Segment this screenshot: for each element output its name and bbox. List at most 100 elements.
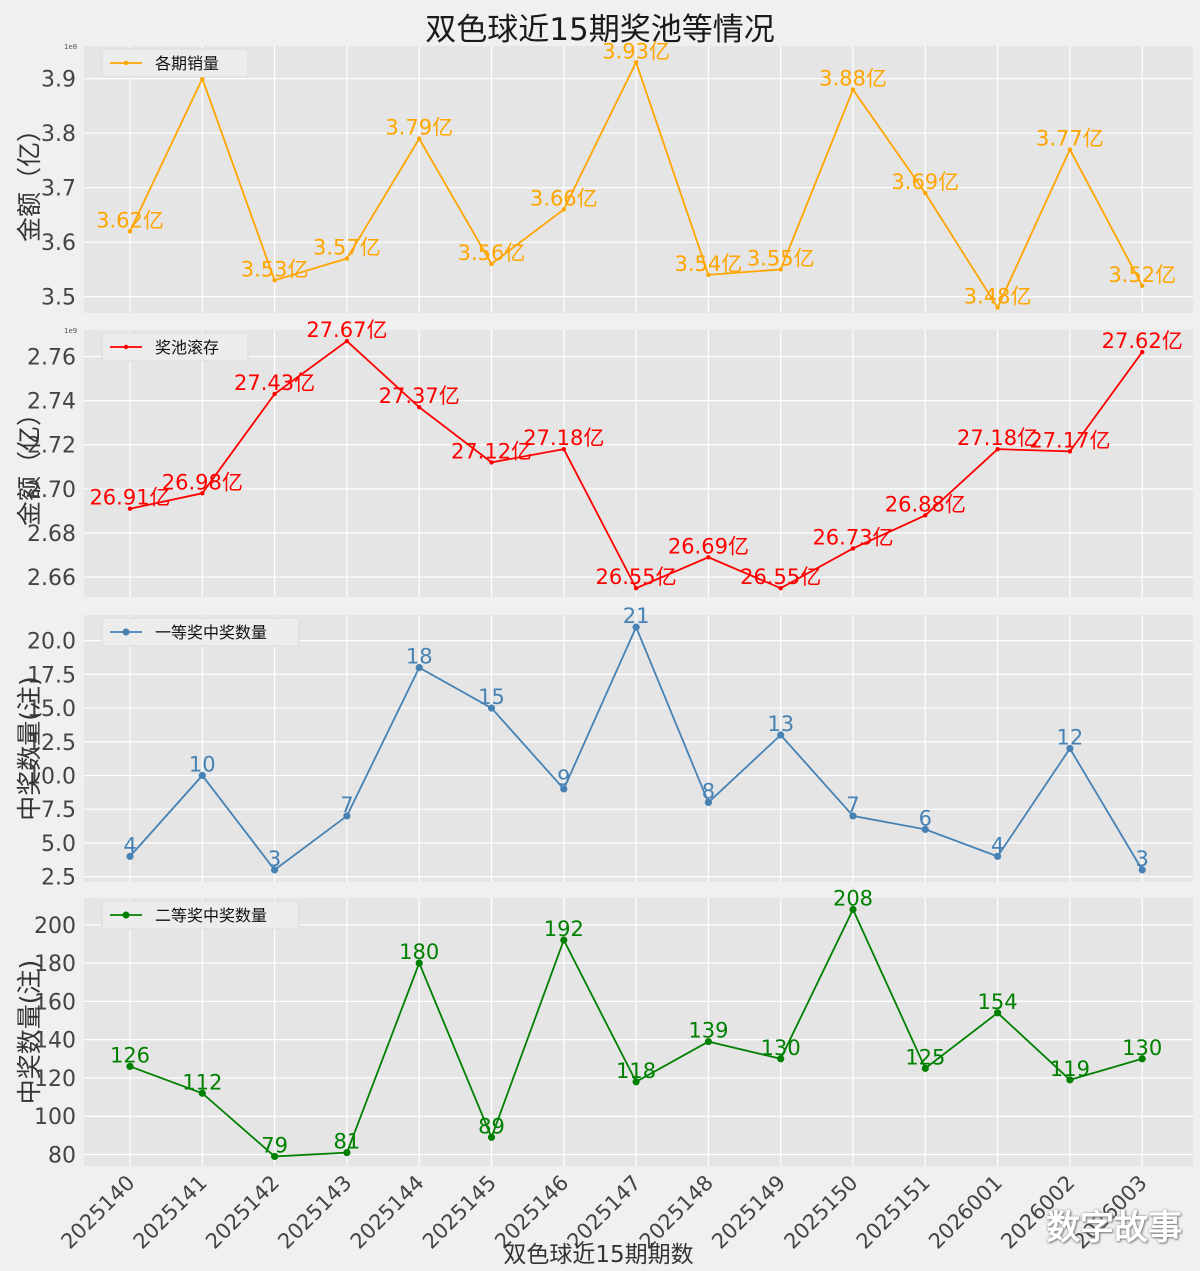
- data-point: [850, 546, 856, 551]
- legend-marker: [122, 911, 130, 919]
- y-tick-label: 2.72: [27, 434, 76, 459]
- data-label: 26.55亿: [596, 565, 677, 589]
- x-tick-label: 2025145: [418, 1171, 501, 1254]
- data-label: 125: [905, 1045, 945, 1069]
- data-label: 130: [761, 1036, 801, 1060]
- legend-marker: [122, 628, 130, 636]
- y-tick-label: 2.76: [27, 345, 76, 370]
- chart-title: 双色球近15期奖池等情况: [425, 12, 775, 48]
- data-label: 3.93亿: [602, 39, 670, 63]
- data-point: [198, 1089, 206, 1097]
- plot-area: [84, 615, 1193, 882]
- data-point: [126, 1062, 134, 1071]
- data-point: [1067, 449, 1073, 454]
- y-tick-label: 17.5: [27, 663, 76, 688]
- legend-label: 奖池滚存: [155, 338, 219, 357]
- data-point: [706, 272, 711, 278]
- y-tick-label: 120: [34, 1067, 76, 1092]
- data-label: 21: [623, 604, 650, 628]
- y-tick-label: 140: [34, 1029, 76, 1054]
- data-label: 139: [688, 1019, 728, 1043]
- data-label: 27.43亿: [234, 371, 315, 395]
- data-point: [921, 1064, 929, 1072]
- data-point: [417, 136, 422, 141]
- data-label: 8: [702, 779, 715, 803]
- data-label: 26.88亿: [885, 492, 966, 516]
- data-point: [849, 812, 857, 820]
- legend-box: [101, 332, 249, 362]
- plot-area: [84, 46, 1193, 313]
- data-label: 208: [833, 886, 873, 910]
- x-tick-label: 2025144: [346, 1171, 429, 1254]
- panel-3: 2.5 5.0 7.5 10.0 12.5 15.0 17.5 20.0 中奖数量(注) 4 10 3…: [15, 604, 1193, 891]
- data-point: [633, 585, 639, 591]
- data-label: 3.62亿: [96, 208, 164, 232]
- data-label: 3.66亿: [530, 186, 598, 210]
- data-label: 26.69亿: [668, 534, 749, 558]
- y-tick-label: 20.0: [27, 630, 76, 655]
- data-label: 3.77亿: [1036, 127, 1104, 151]
- data-label: 126: [110, 1043, 150, 1067]
- y-tick-label: 2.74: [27, 390, 76, 415]
- data-point: [344, 338, 350, 344]
- data-point: [995, 446, 1000, 452]
- data-label: 13: [767, 712, 794, 736]
- data-point: [343, 1149, 351, 1157]
- data-point: [923, 190, 928, 196]
- data-point: [487, 1133, 496, 1141]
- data-point: [777, 1055, 785, 1063]
- data-point: [1066, 744, 1074, 753]
- x-tick-label: 2025149: [707, 1171, 790, 1254]
- data-point: [923, 513, 928, 518]
- data-point: [994, 1009, 1002, 1017]
- data-point: [1138, 1055, 1146, 1063]
- x-tick-label: 2026001: [924, 1171, 1007, 1254]
- legend-box: [101, 900, 300, 930]
- data-label: 27.12亿: [451, 439, 532, 463]
- y-axis-label: 金额（亿）: [15, 401, 44, 526]
- data-point: [921, 825, 929, 834]
- data-point: [632, 1078, 640, 1086]
- y-offset-text: 1e9: [64, 327, 77, 335]
- y-axis-label: 金额（亿）: [15, 117, 44, 242]
- data-label: 26.55亿: [740, 565, 821, 589]
- x-tick-label: 2025143: [273, 1171, 356, 1254]
- legend-label: 各期销量: [155, 54, 219, 73]
- data-label: 27.17亿: [1029, 428, 1110, 452]
- y-tick-label: 80: [48, 1144, 76, 1169]
- y-tick-label: 160: [34, 990, 76, 1015]
- legend-marker: [123, 344, 129, 350]
- data-label: 81: [334, 1130, 361, 1154]
- data-point: [561, 446, 566, 452]
- data-label: 3.79亿: [385, 116, 453, 140]
- data-point: [704, 798, 713, 807]
- y-tick-label: 200: [34, 914, 76, 939]
- data-point: [200, 76, 205, 81]
- data-label: 4: [991, 833, 1004, 857]
- data-label: 3.55亿: [747, 246, 815, 270]
- data-label: 130: [1122, 1036, 1162, 1060]
- data-point: [344, 256, 350, 261]
- data-point: [704, 1037, 713, 1046]
- data-label: 27.18亿: [957, 426, 1038, 450]
- data-label: 154: [978, 990, 1018, 1014]
- data-point: [272, 391, 277, 397]
- legend-box: [101, 48, 249, 78]
- data-label: 9: [557, 766, 570, 790]
- data-label: 15: [478, 685, 505, 709]
- data-point: [560, 785, 568, 793]
- y-tick-label: 3.9: [41, 68, 76, 93]
- data-point: [1138, 866, 1146, 874]
- data-point: [1066, 1076, 1074, 1084]
- y-tick-label: 2.66: [27, 566, 76, 591]
- y-tick-label: 5.0: [41, 832, 76, 857]
- data-point: [1140, 349, 1145, 355]
- data-label: 18: [406, 645, 433, 669]
- data-point: [489, 460, 494, 465]
- plot-area: [84, 898, 1193, 1166]
- x-tick-label: 2025150: [779, 1171, 862, 1254]
- data-label: 3.52亿: [1108, 263, 1176, 287]
- y-tick-label: 180: [34, 952, 76, 977]
- data-label: 3: [268, 847, 281, 871]
